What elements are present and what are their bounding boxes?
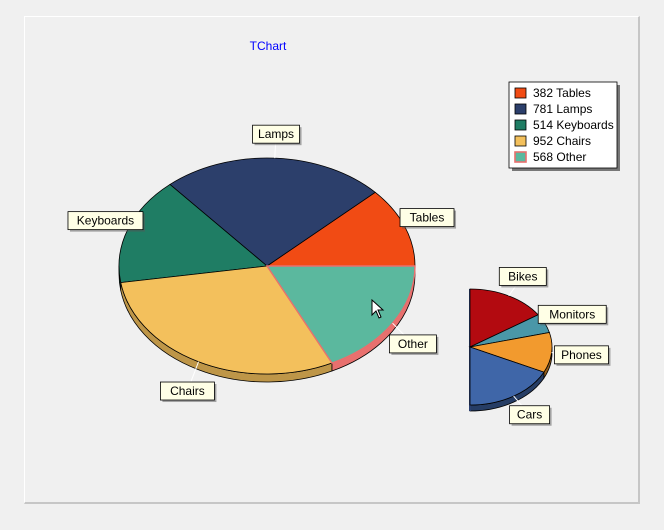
- label-box-cars: [509, 405, 550, 425]
- legend-entry-tables: 382 Tables: [533, 86, 591, 100]
- legend-entry-chairs: 952 Chairs: [533, 134, 591, 148]
- label-box-chairs: [160, 381, 215, 401]
- main-pie[interactable]: [118, 157, 416, 383]
- legend-swatch-keyboards: [514, 119, 527, 131]
- label-box-tables: [399, 208, 455, 228]
- label-box-other: [388, 334, 437, 354]
- small-pie-slice-bikes[interactable]: [469, 288, 539, 348]
- label-text-other: Other: [398, 337, 428, 351]
- legend-entry-keyboards: 514 Keyboards: [533, 118, 614, 132]
- label-box-bikes: [498, 267, 547, 286]
- legend-swatch-other: [514, 151, 527, 163]
- label-box-monitors: [537, 304, 607, 324]
- label-box-keyboards: [67, 211, 144, 231]
- label-text-phones: Phones: [561, 348, 602, 362]
- small-pie-slice-cars[interactable]: [469, 346, 545, 406]
- legend-swatch-tables: [514, 87, 527, 99]
- label-box-phones: [554, 345, 609, 365]
- legend-box: [508, 81, 618, 169]
- label-text-lamps: Lamps: [258, 127, 294, 141]
- legend-entry-other: 568 Other: [533, 150, 586, 164]
- label-text-monitors: Monitors: [549, 307, 595, 321]
- slice-labels: Tables Lamps Keyboards Chairs Other Bikes Moni…: [67, 124, 611, 426]
- pie-slice-other[interactable]: [265, 265, 416, 364]
- legend-entry-lamps: 781 Lamps: [533, 102, 592, 116]
- legend-swatch-chairs: [514, 135, 527, 147]
- label-text-keyboards: Keyboards: [77, 214, 134, 228]
- chart-title: TChart: [250, 39, 287, 53]
- label-box-lamps: [252, 124, 300, 144]
- small-pie[interactable]: [468, 288, 553, 412]
- label-text-chairs: Chairs: [170, 384, 205, 398]
- label-text-bikes: Bikes: [508, 269, 537, 283]
- label-text-cars: Cars: [517, 408, 542, 422]
- legend: 382 Tables 781 Lamps 514 Keyboards 952 Chai…: [508, 81, 620, 171]
- pie-slice-lamps[interactable]: [169, 157, 376, 267]
- mouse-cursor-icon: [371, 299, 385, 319]
- label-text-tables: Tables: [410, 211, 445, 225]
- legend-swatch-lamps: [514, 103, 527, 115]
